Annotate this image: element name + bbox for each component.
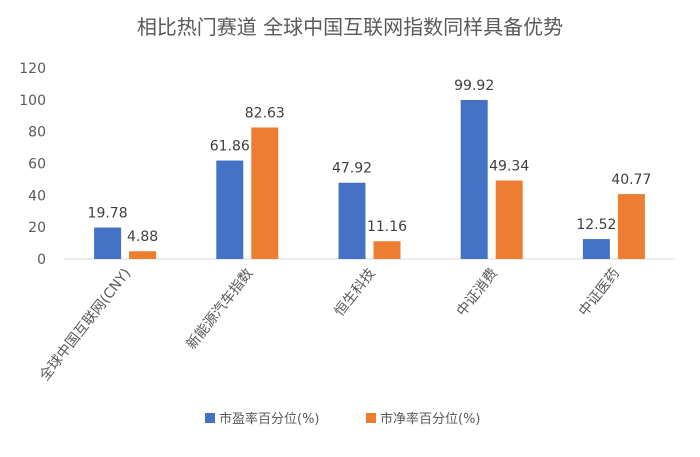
bar-pb-0 [129,251,157,259]
y-tick-label: 20 [28,220,46,236]
bar-pe-4 [582,239,610,259]
legend: 市盈率百分位(%) 市净率百分位(%) [205,411,481,427]
bar-pe-2 [338,182,366,259]
data-label: 61.86 [210,139,250,155]
category-label: 全球中国互联网(CNY) [36,265,134,384]
y-tick-label: 80 [28,125,46,141]
data-label: 49.34 [489,158,529,174]
category-label: 恒生科技 [332,266,379,320]
data-label: 47.92 [332,161,372,177]
data-label: 99.92 [454,78,494,94]
bar-pe-3 [460,99,488,259]
legend-label: 市净率百分位(%) [380,411,481,427]
bar-pb-3 [495,180,523,259]
data-label: 40.77 [611,172,651,188]
data-label: 12.52 [576,217,616,233]
bar-pb-1 [251,127,279,259]
bar-pb-2 [373,241,401,259]
legend-label: 市盈率百分位(%) [219,411,320,427]
legend-swatch [366,413,376,423]
category-label: 新能源汽车指数 [183,265,257,353]
plot-area: 0 20 40 60 80 100 120 19.78 4.88 全球中国互联网(CNY) 61.8… [19,61,675,384]
legend-swatch [205,413,215,423]
y-tick-label: 40 [28,188,46,204]
data-label: 11.16 [367,219,407,235]
bar-pb-4 [617,194,645,259]
data-label: 82.63 [245,105,285,121]
y-tick-label: 120 [19,61,46,77]
category-label: 中证医药 [576,266,623,320]
bar-pe-1 [216,160,244,259]
y-tick-label: 100 [19,93,46,109]
y-tick-label: 0 [37,252,46,268]
bar-pe-0 [94,227,122,259]
chart-title: 相比热门赛道 全球中国互联网指数同样具备优势 [137,15,563,39]
data-label: 19.78 [88,206,128,222]
y-tick-label: 60 [28,157,46,173]
data-label: 4.88 [127,229,158,245]
category-label: 中证消费 [454,266,501,320]
